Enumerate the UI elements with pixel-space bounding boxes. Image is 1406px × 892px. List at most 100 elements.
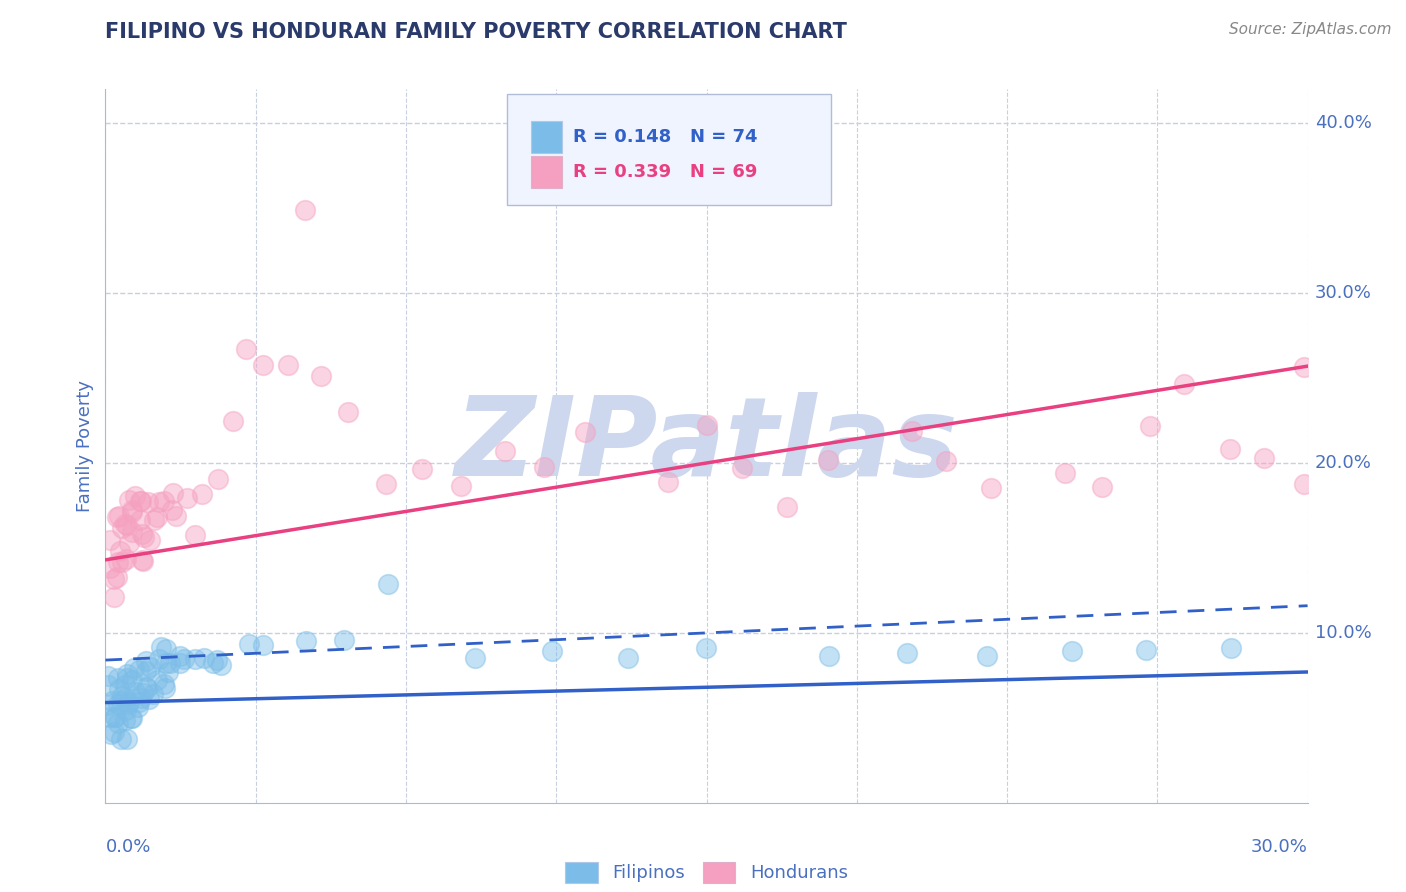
Point [131, 527, 153, 541]
Point [337, 405, 360, 419]
Point [333, 633, 356, 648]
Point [309, 369, 332, 384]
Point [135, 681, 157, 695]
Point [107, 715, 129, 730]
Text: R = 0.148   N = 74: R = 0.148 N = 74 [574, 128, 758, 146]
Point [110, 731, 132, 746]
Point [900, 424, 922, 438]
Point [1253, 451, 1275, 466]
Point [143, 513, 166, 527]
Point [111, 555, 134, 569]
Point [150, 640, 173, 655]
Point [121, 505, 143, 519]
Text: R = 0.339   N = 69: R = 0.339 N = 69 [574, 163, 758, 181]
Point [976, 648, 998, 663]
Point [574, 425, 596, 439]
Point [155, 657, 177, 671]
Point [114, 677, 136, 691]
Point [935, 453, 957, 467]
Point [132, 554, 155, 568]
Point [184, 528, 207, 542]
Point [135, 653, 157, 667]
Point [134, 530, 156, 544]
Point [118, 695, 141, 709]
Point [110, 694, 132, 708]
Point [115, 552, 138, 566]
Point [238, 637, 260, 651]
Point [221, 414, 243, 428]
Point [191, 487, 214, 501]
Point [1060, 644, 1083, 658]
Point [896, 646, 918, 660]
Point [377, 576, 399, 591]
Point [98, 533, 121, 548]
Point [695, 640, 717, 655]
Point [131, 494, 153, 508]
Point [295, 633, 318, 648]
Text: ZIPatlas: ZIPatlas [454, 392, 959, 500]
Point [111, 689, 134, 703]
Point [145, 509, 167, 524]
Text: 30.0%: 30.0% [1315, 284, 1371, 302]
Point [193, 651, 215, 665]
Point [148, 652, 170, 666]
Point [117, 517, 139, 532]
Point [108, 508, 131, 523]
Point [1219, 442, 1241, 456]
Point [135, 680, 157, 694]
Point [128, 663, 150, 677]
Point [1292, 476, 1315, 491]
Point [121, 673, 143, 687]
Point [111, 521, 134, 535]
Point [103, 724, 125, 739]
Point [159, 657, 181, 671]
Point [1139, 419, 1161, 434]
Point [157, 665, 180, 680]
Point [464, 650, 486, 665]
Point [114, 516, 136, 531]
Point [657, 475, 679, 490]
Point [165, 509, 187, 524]
Point [294, 203, 316, 218]
Point [205, 653, 228, 667]
Point [155, 641, 177, 656]
Point [1292, 359, 1315, 374]
Point [162, 486, 184, 500]
Point [121, 525, 143, 540]
Point [136, 495, 159, 509]
Point [1091, 480, 1114, 494]
Point [252, 358, 274, 372]
Point [115, 703, 138, 717]
Point [118, 492, 141, 507]
Point [96, 698, 118, 713]
Point [121, 502, 143, 516]
Point [129, 513, 152, 527]
Point [107, 698, 129, 712]
Point [118, 536, 141, 550]
Point [731, 461, 754, 475]
Point [235, 342, 257, 356]
Y-axis label: Family Poverty: Family Poverty [76, 380, 94, 512]
Point [100, 727, 122, 741]
Point [207, 472, 229, 486]
Point [153, 677, 176, 691]
Point [103, 572, 125, 586]
Point [114, 713, 136, 727]
Point [169, 656, 191, 670]
Point [98, 710, 121, 724]
Point [184, 652, 207, 666]
Point [152, 493, 174, 508]
Point [127, 700, 149, 714]
Text: 20.0%: 20.0% [1315, 454, 1371, 472]
Point [169, 648, 191, 663]
Point [138, 692, 160, 706]
Point [103, 591, 125, 605]
Point [817, 648, 839, 663]
Point [105, 510, 128, 524]
Text: FILIPINO VS HONDURAN FAMILY POVERTY CORRELATION CHART: FILIPINO VS HONDURAN FAMILY POVERTY CORR… [105, 22, 848, 42]
Point [1135, 643, 1157, 657]
Point [97, 669, 120, 683]
Point [450, 478, 472, 492]
Point [148, 495, 170, 509]
Point [1173, 376, 1195, 391]
